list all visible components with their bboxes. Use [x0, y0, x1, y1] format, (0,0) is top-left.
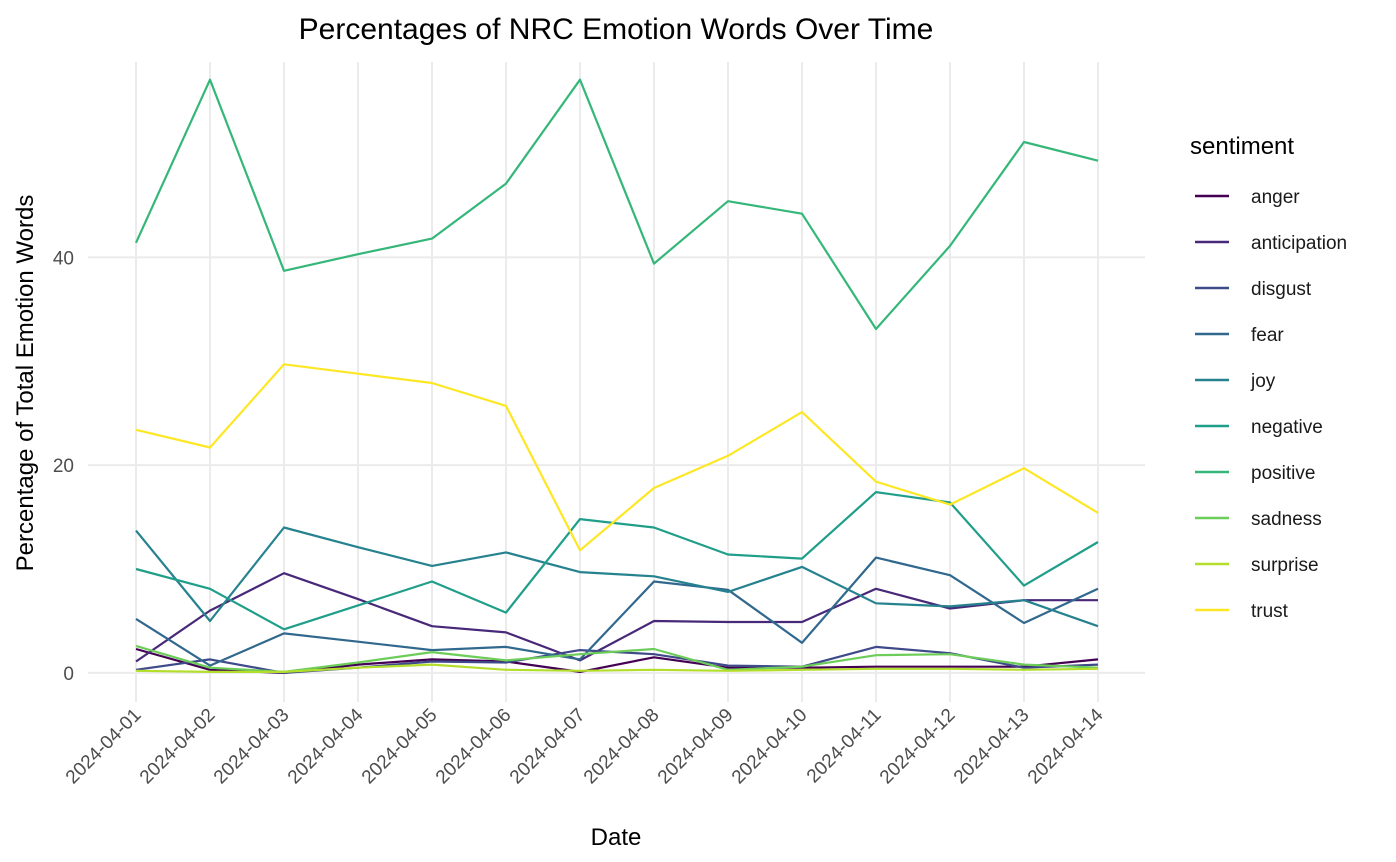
- y-tick-label: 0: [63, 664, 74, 685]
- legend-label: anticipation: [1251, 233, 1347, 254]
- y-axis-ticks: 0 20 40: [53, 248, 74, 685]
- series-line-trust: [135, 363, 1099, 552]
- series-line-surprise: [135, 663, 1099, 674]
- legend-item-disgust: disgust: [1195, 279, 1312, 300]
- x-axis-title: Date: [591, 824, 642, 851]
- legend-item-negative: negative: [1195, 417, 1323, 438]
- legend-items: anger anticipation disgust fear joy negative p…: [1195, 187, 1347, 622]
- legend-label: joy: [1250, 371, 1276, 392]
- grid: [88, 62, 1145, 702]
- legend-item-surprise: surprise: [1195, 555, 1319, 576]
- legend-label: negative: [1251, 417, 1323, 438]
- legend-label: trust: [1251, 601, 1289, 622]
- legend-item-positive: positive: [1195, 463, 1315, 484]
- series-line-positive: [134, 78, 1099, 331]
- y-axis-title: Percentage of Total Emotion Words: [12, 195, 39, 572]
- series-line-fear: [135, 556, 1099, 667]
- legend-item-anger: anger: [1195, 187, 1300, 208]
- legend-item-anticipation: anticipation: [1195, 233, 1347, 254]
- chart-title: Percentages of NRC Emotion Words Over Ti…: [299, 13, 934, 46]
- series-lines: [134, 78, 1099, 675]
- y-tick-label: 20: [53, 456, 74, 477]
- legend-label: surprise: [1251, 555, 1319, 576]
- legend-label: sadness: [1251, 509, 1322, 530]
- series-line-joy: [135, 526, 1099, 628]
- legend-label: fear: [1251, 325, 1284, 346]
- legend-label: disgust: [1251, 279, 1312, 300]
- legend-item-joy: joy: [1195, 371, 1276, 392]
- legend-title: sentiment: [1190, 133, 1294, 160]
- y-tick-label: 40: [53, 248, 74, 269]
- legend: sentiment anger anticipation disgust fear jo…: [1190, 133, 1347, 622]
- legend-item-fear: fear: [1195, 325, 1284, 346]
- legend-label: anger: [1251, 187, 1300, 208]
- legend-label: positive: [1251, 463, 1315, 484]
- legend-item-trust: trust: [1195, 601, 1289, 622]
- legend-item-sadness: sadness: [1195, 509, 1322, 530]
